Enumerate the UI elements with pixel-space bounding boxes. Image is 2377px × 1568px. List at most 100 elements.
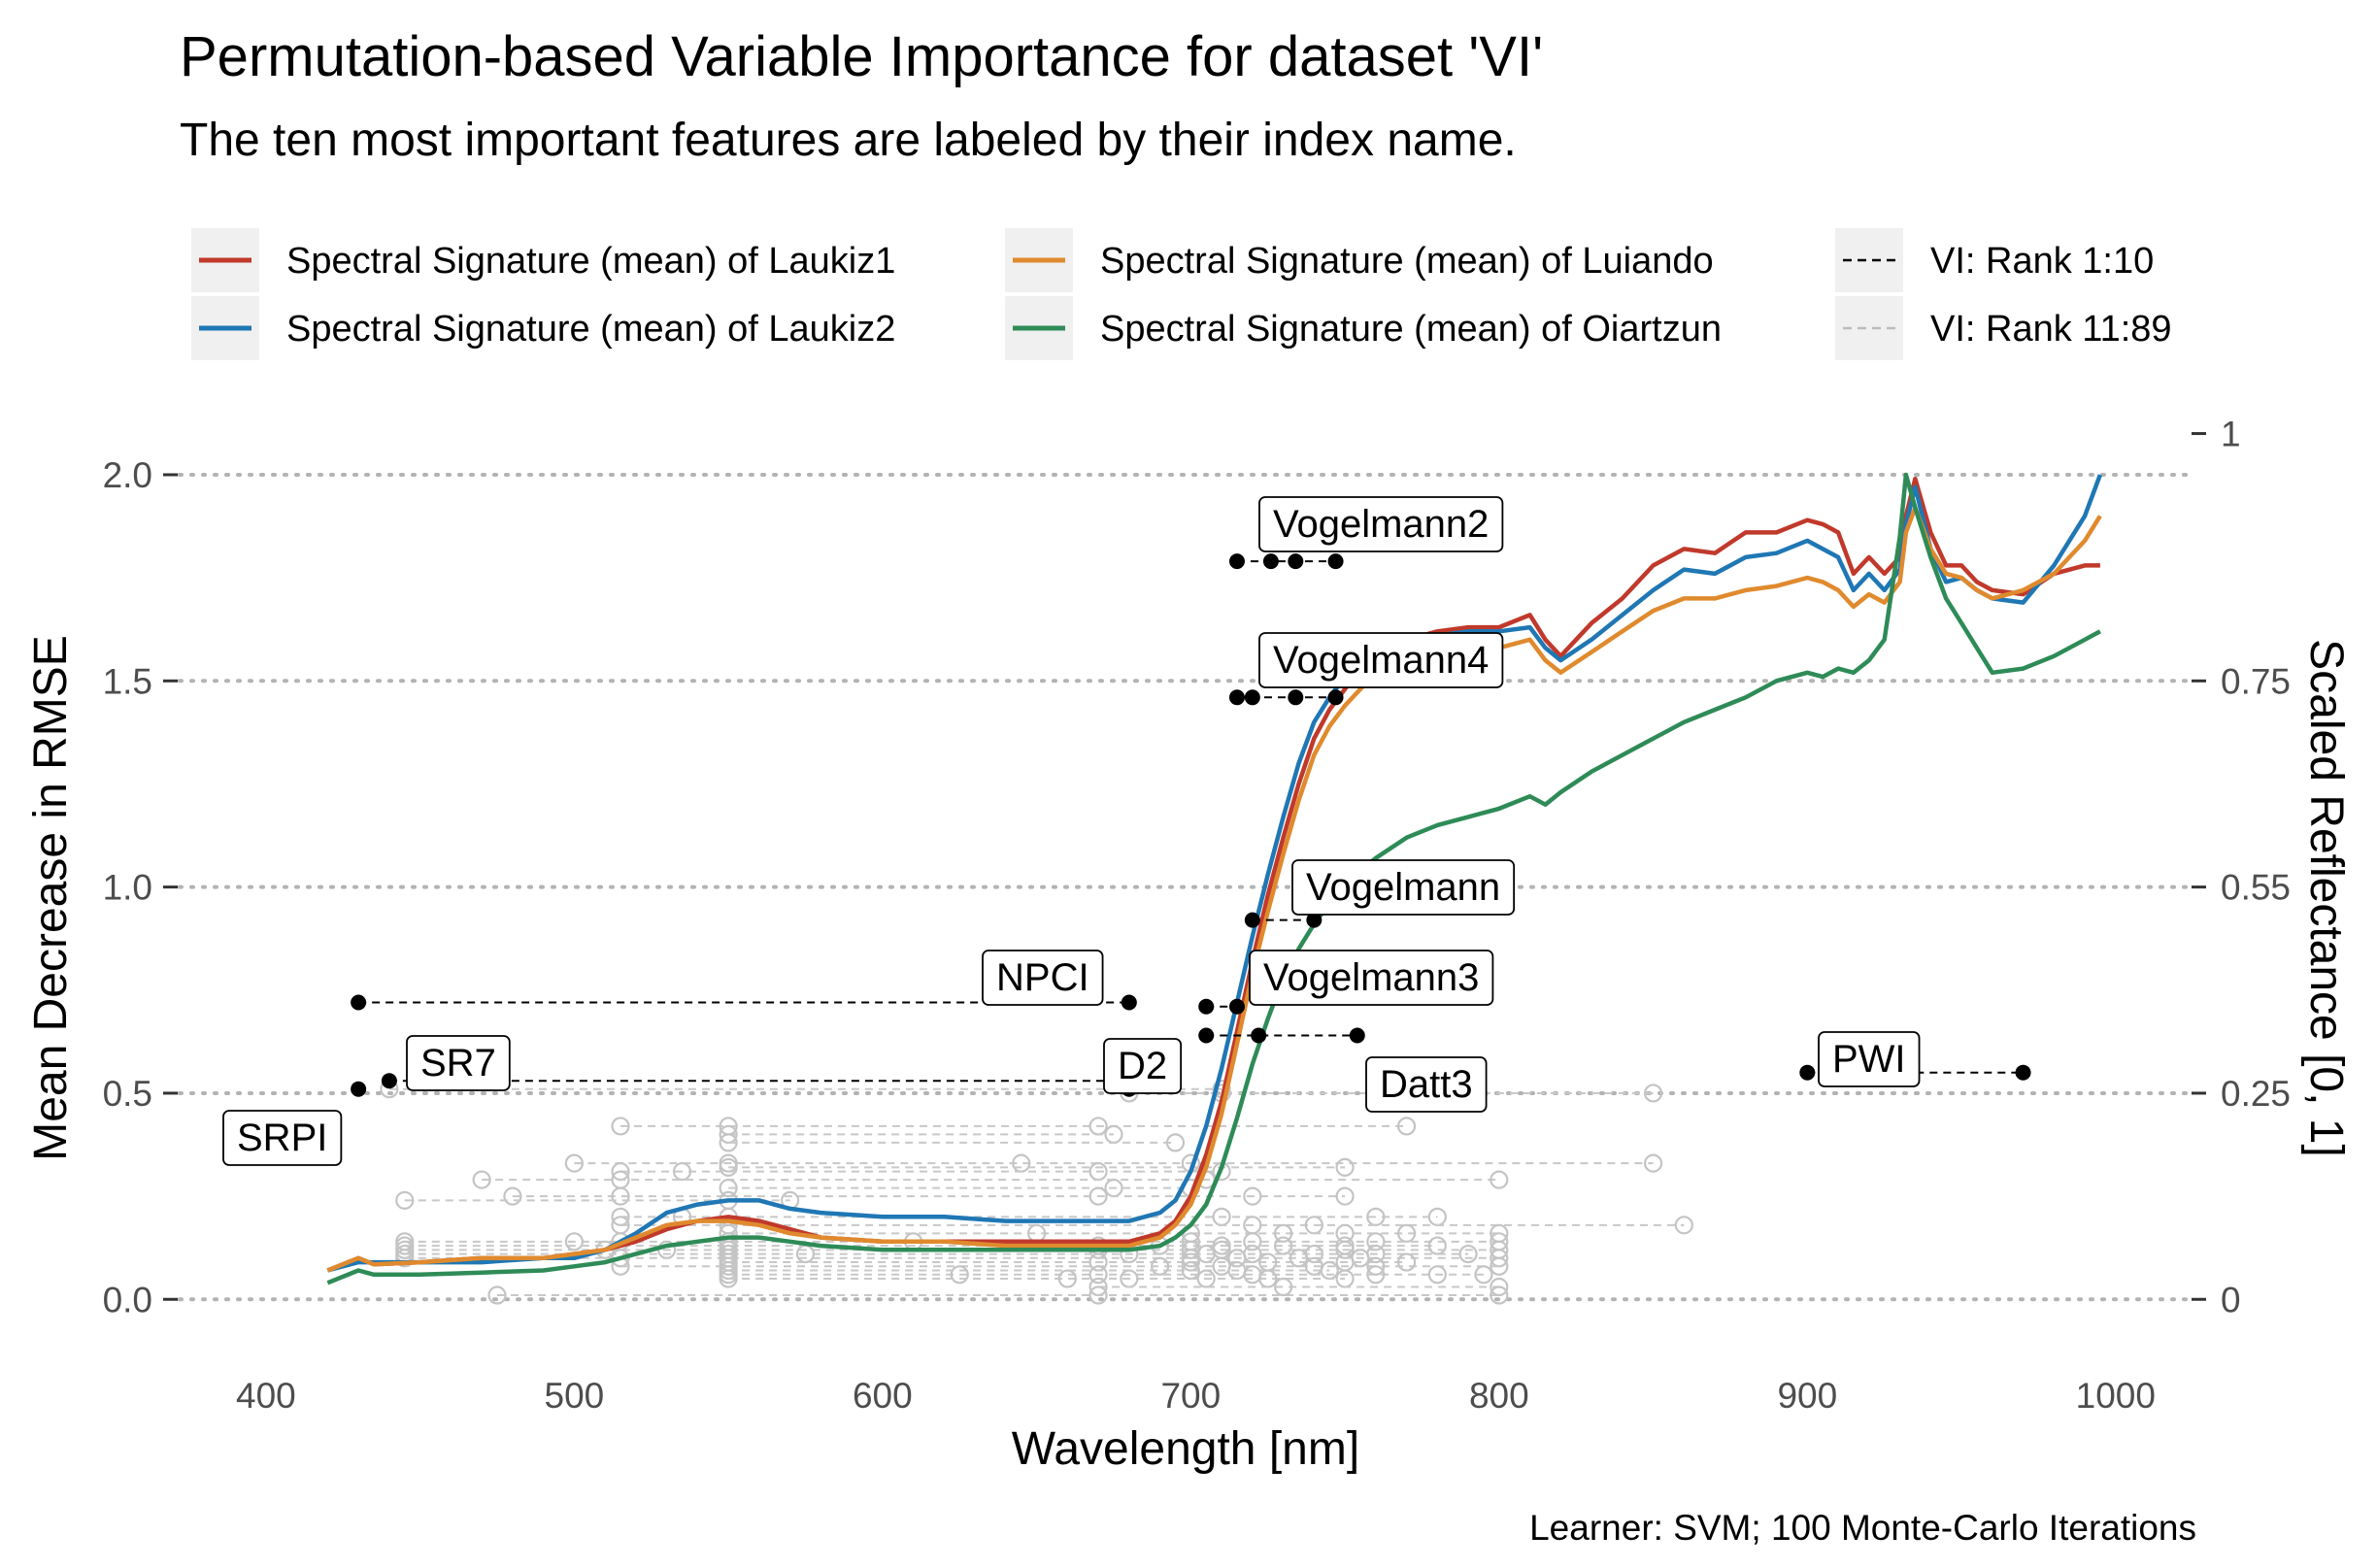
vi-top-point	[1799, 1064, 1816, 1081]
vi-label-box	[1103, 1038, 1183, 1094]
vi-rest-point	[1273, 1277, 1293, 1297]
vi-label-layer: Vogelmann2 Vogelmann4 Vogelmann Vogelmann3 N…	[222, 496, 1921, 1166]
vi-label-text: NPCI	[996, 956, 1089, 999]
vi-label-vogelmann3: Vogelmann3	[1249, 950, 1494, 1006]
vi-rest-point	[1474, 1265, 1493, 1284]
vi-rest-point	[1490, 1285, 1509, 1305]
vi-rest-point	[1366, 1256, 1386, 1276]
vi-label-text: PWI	[1832, 1038, 1906, 1081]
vi-rest-point	[1289, 1249, 1309, 1268]
vi-rest-point	[1273, 1236, 1293, 1255]
vi-rest-point	[1196, 1269, 1216, 1288]
legend-label: Spectral Signature (mean) of Laukiz1	[286, 241, 895, 282]
vi-rest-point	[719, 1179, 738, 1198]
legend-label: VI: Rank 11:89	[1930, 309, 2172, 350]
legend-label: Spectral Signature (mean) of Luiando	[1100, 241, 1714, 282]
vi-rest-point	[1165, 1133, 1186, 1152]
vi-rest-point	[1088, 1285, 1108, 1305]
y2-axis-title: Scaled Reflectance [0, 1]	[2300, 639, 2352, 1157]
vi-rest-point	[719, 1133, 738, 1152]
chart-caption: Learner: SVM; 100 Monte-Carlo Iterations	[1529, 1508, 2196, 1548]
y-tick-label: 0.5	[103, 1074, 152, 1114]
series-line-luiando	[326, 505, 2102, 1273]
vi-label-text: Vogelmann2	[1273, 503, 1489, 546]
vi-rest-point	[564, 1153, 584, 1173]
vi-label-text: Datt3	[1380, 1063, 1473, 1106]
vi-label-datt3: Datt3	[1365, 1056, 1488, 1113]
vi-rest-point	[1427, 1236, 1447, 1255]
x-tick-label: 800	[1469, 1376, 1529, 1416]
y2-tick-label: 0	[2221, 1280, 2241, 1319]
y-tick-label: 2.0	[103, 455, 152, 495]
vi-rest-point	[1643, 1084, 1663, 1103]
vi-label-text: Vogelmann	[1306, 866, 1500, 909]
chart-subtitle: The ten most important features are labe…	[180, 115, 1517, 166]
vi-top-point	[381, 1073, 397, 1089]
vi-top-point	[1198, 998, 1215, 1015]
vi-rest-point	[950, 1265, 969, 1284]
vi-rest-point	[1396, 1117, 1417, 1136]
legend-label: VI: Rank 1:10	[1930, 241, 2154, 282]
vi-label-box	[1258, 632, 1504, 688]
vi-label-text: D2	[1118, 1045, 1167, 1087]
vi-top-point	[1288, 553, 1304, 570]
x-tick-label: 600	[853, 1376, 913, 1416]
vi-rest-point	[1490, 1170, 1509, 1189]
vi-rest-point	[1458, 1244, 1478, 1264]
vi-top-point	[1228, 689, 1245, 706]
vi-rest-point	[1151, 1256, 1170, 1276]
vi-rest-point	[1396, 1223, 1417, 1243]
vi-label-box	[1818, 1031, 1921, 1087]
vi-rest-point	[1490, 1249, 1509, 1268]
vi-rest-point	[672, 1162, 692, 1182]
y2-tick-label: 0.55	[2221, 868, 2291, 908]
y2-tick-label: 0.75	[2221, 661, 2291, 701]
vi-rest-point	[1674, 1216, 1693, 1235]
legend-label: Spectral Signature (mean) of Laukiz2	[286, 309, 895, 350]
vi-rest-point	[1396, 1252, 1417, 1272]
vi-top-point	[1244, 689, 1260, 706]
vi-top-point	[1251, 1027, 1267, 1044]
vi-rest-point	[1088, 1186, 1108, 1206]
vi-rest-point	[503, 1186, 522, 1206]
legend-label: Spectral Signature (mean) of Oiartzun	[1100, 309, 1722, 350]
chart-title: Permutation-based Variable Importance fo…	[180, 25, 1543, 88]
vi-rest-point	[1088, 1265, 1108, 1284]
x-axis-title: Wavelength [nm]	[1012, 1423, 1359, 1475]
vi-label-box	[1291, 859, 1516, 916]
vi-rest-point	[395, 1249, 415, 1268]
vi-top-point	[1327, 553, 1344, 570]
vi-top-point	[1244, 912, 1260, 928]
vi-top-point	[2015, 1064, 2031, 1081]
vi-top-point	[1121, 994, 1137, 1011]
vi-label-vogelmann4: Vogelmann4	[1258, 632, 1504, 688]
vi-rest-point	[719, 1157, 738, 1177]
vi-rest-point	[1643, 1153, 1663, 1173]
vi-top-point	[351, 1081, 367, 1097]
vi-top-point	[351, 994, 367, 1011]
x-tick-label: 500	[545, 1376, 605, 1416]
vi-label-text: SRPI	[237, 1117, 327, 1159]
y-axis-title: Mean Decrease in RMSE	[25, 635, 77, 1161]
vi-label-box	[222, 1110, 343, 1166]
axes: 0.0 0.5 1.0 1.5 2.0 0 0.25 0.55 0.75 1 400 500 600 70…	[103, 415, 2291, 1416]
vi-label-sr7: SR7	[406, 1035, 511, 1091]
y-tick-label: 0.0	[103, 1280, 152, 1319]
vi-top-point	[1198, 1027, 1215, 1044]
vi-label-box	[406, 1035, 511, 1091]
vi-rest-point	[1057, 1269, 1077, 1288]
x-tick-label: 900	[1777, 1376, 1837, 1416]
vi-top-point	[1228, 998, 1245, 1015]
x-tick-label: 700	[1160, 1376, 1221, 1416]
vi-label-npci: NPCI	[982, 950, 1104, 1006]
vi-top-point	[1288, 689, 1304, 706]
vi-rest-point	[1243, 1186, 1262, 1206]
vi-rest-point	[395, 1190, 415, 1210]
vi-rest-point	[611, 1186, 630, 1206]
vi-top-point	[1262, 553, 1279, 570]
vi-top-point	[1228, 553, 1245, 570]
vi-rest-point	[472, 1170, 491, 1189]
vi-top-point	[1306, 912, 1322, 928]
vi-label-box	[1365, 1056, 1488, 1113]
